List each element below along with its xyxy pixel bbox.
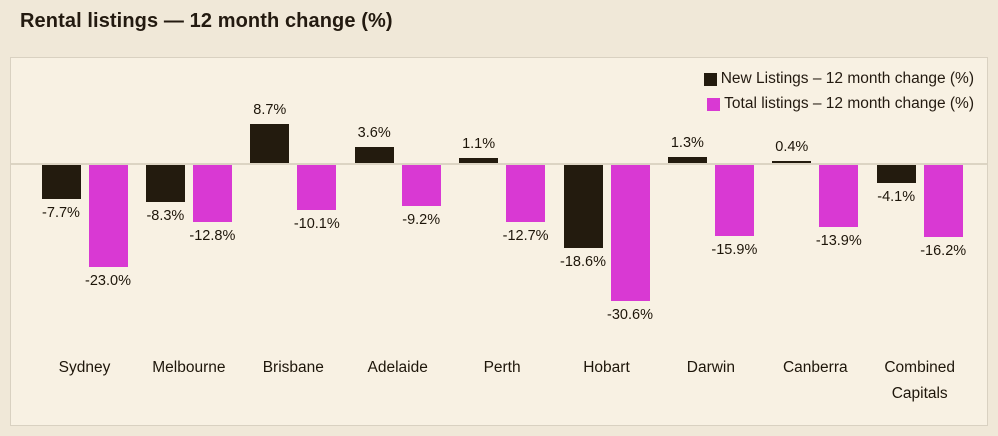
value-label: -12.8% [189, 228, 236, 244]
page-title: Rental listings — 12 month change (%) [20, 10, 393, 32]
value-label: 8.7% [253, 102, 287, 118]
category-label-darwin: Darwin [686, 359, 735, 376]
bar-combined-capitals-new [876, 165, 916, 183]
category-label-perth: Perth [483, 359, 521, 376]
bar-adelaide-new [354, 147, 394, 163]
value-label: -12.7% [502, 228, 549, 244]
category-label-brisbane: Brisbane [262, 359, 324, 376]
value-label: -4.1% [877, 189, 916, 205]
legend-label: New Listings – 12 month change (%) [720, 70, 974, 87]
chart-panel: New Listings – 12 month change (%) Total … [10, 57, 988, 426]
bar-melbourne-new [145, 165, 185, 202]
zero-axis-line [11, 163, 987, 165]
bar-brisbane-new [250, 124, 290, 163]
value-label: 1.1% [462, 136, 496, 152]
category-label-adelaide: Adelaide [367, 359, 428, 376]
bar-melbourne-total [192, 165, 232, 222]
value-label: -13.9% [815, 233, 862, 249]
value-label: -30.6% [607, 307, 653, 323]
legend-swatch-icon [707, 97, 721, 111]
legend-swatch-icon [703, 72, 717, 86]
bar-adelaide-total [401, 165, 441, 206]
bar-sydney-total [88, 165, 128, 267]
category-label-canberra: Canberra [782, 359, 848, 376]
bar-darwin-total [714, 165, 754, 236]
bar-perth-new [459, 158, 499, 163]
bar-canberra-total [819, 165, 859, 227]
value-label: -10.1% [293, 216, 340, 232]
value-label: -7.7% [42, 205, 80, 221]
value-label: 1.3% [670, 135, 704, 151]
bar-perth-total [506, 165, 546, 222]
category-label-sydney: Sydney [58, 359, 111, 376]
value-label: -16.2% [920, 243, 967, 259]
category-label-melbourne: Melbourne [152, 359, 226, 376]
legend-label: Total listings – 12 month change (%) [724, 95, 974, 112]
value-label: 3.6% [357, 125, 391, 141]
bar-hobart-new [563, 165, 603, 248]
value-label: -9.2% [402, 212, 441, 228]
value-label: -15.9% [711, 242, 758, 258]
plot-area: -7.7% -23.0% Sydney -8.3% -12.8% Melbourne 8.7… [11, 58, 987, 425]
bar-brisbane-total [297, 165, 337, 210]
bar-combined-capitals-total [923, 165, 963, 237]
value-label: -23.0% [85, 273, 131, 289]
value-label: 0.4% [775, 139, 809, 155]
category-label-combined-capitals: Combined Capitals [884, 359, 956, 402]
bar-hobart-total [610, 165, 650, 301]
bar-canberra-new [772, 161, 812, 163]
bar-sydney-new [41, 165, 81, 199]
value-label: -18.6% [560, 254, 606, 270]
value-label: -8.3% [146, 208, 185, 224]
legend: New Listings – 12 month change (%) Total … [703, 70, 974, 113]
legend-item-total-listings: Total listings – 12 month change (%) [707, 95, 974, 113]
category-label-hobart: Hobart [583, 359, 630, 376]
bar-darwin-new [667, 157, 707, 163]
legend-item-new-listings: New Listings – 12 month change (%) [703, 70, 974, 88]
